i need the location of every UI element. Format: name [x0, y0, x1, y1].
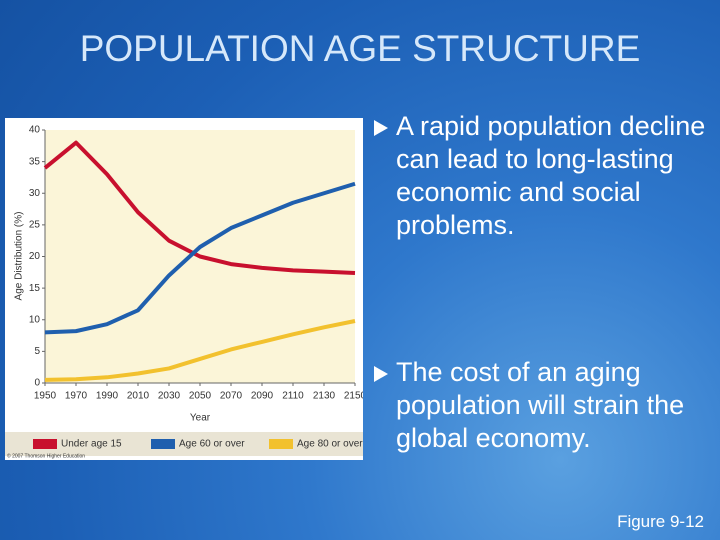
- chart: Age Distribution (%) Year © 2007 Thomson…: [5, 118, 363, 460]
- x-tick-label: 2110: [282, 391, 304, 402]
- x-tick-label: 2030: [158, 391, 181, 402]
- x-tick-label: 2090: [251, 391, 274, 402]
- bullet: A rapid population decline can lead to l…: [372, 110, 720, 242]
- y-tick-label: 25: [29, 220, 41, 231]
- y-tick-label: 35: [29, 156, 41, 167]
- x-tick-label: 1950: [34, 391, 57, 402]
- legend-swatch: [151, 439, 175, 449]
- line-series: [43, 140, 356, 275]
- figure-label: Figure 9-12: [617, 512, 704, 531]
- y-tick-label: 20: [29, 251, 41, 262]
- x-tick-label: 1990: [96, 391, 119, 402]
- legend-label: Under age 15: [61, 439, 122, 450]
- x-tick-label: 2130: [313, 391, 336, 402]
- y-tick-label: 30: [29, 188, 41, 199]
- y-tick-label: 10: [29, 314, 41, 325]
- y-tick-label: 15: [29, 283, 41, 294]
- bullet: The cost of an aging population will str…: [372, 356, 720, 455]
- x-axis-label: Year: [190, 413, 211, 424]
- line-series: [44, 319, 356, 382]
- x-tick-label: 1970: [65, 391, 88, 402]
- legend-swatch: [33, 439, 57, 449]
- x-tick-label: 2070: [220, 391, 243, 402]
- y-tick-label: 5: [34, 346, 40, 357]
- y-axis-label: Age Distribution (%): [14, 212, 25, 301]
- x-tick-label: 2150: [344, 391, 363, 402]
- y-tick-label: 40: [29, 125, 41, 136]
- legend-bar: [5, 432, 363, 456]
- legend-swatch: [269, 439, 293, 449]
- legend-label: Age 80 or over: [297, 439, 363, 450]
- credit: © 2007 Thomson Higher Education: [7, 452, 85, 459]
- legend-label: Age 60 or over: [179, 439, 245, 450]
- y-tick-label: 0: [34, 378, 40, 389]
- x-tick-label: 2010: [127, 391, 150, 402]
- x-tick-label: 2050: [189, 391, 212, 402]
- slide-title: POPULATION AGE STRUCTURE: [79, 28, 641, 69]
- line-series: [44, 181, 356, 335]
